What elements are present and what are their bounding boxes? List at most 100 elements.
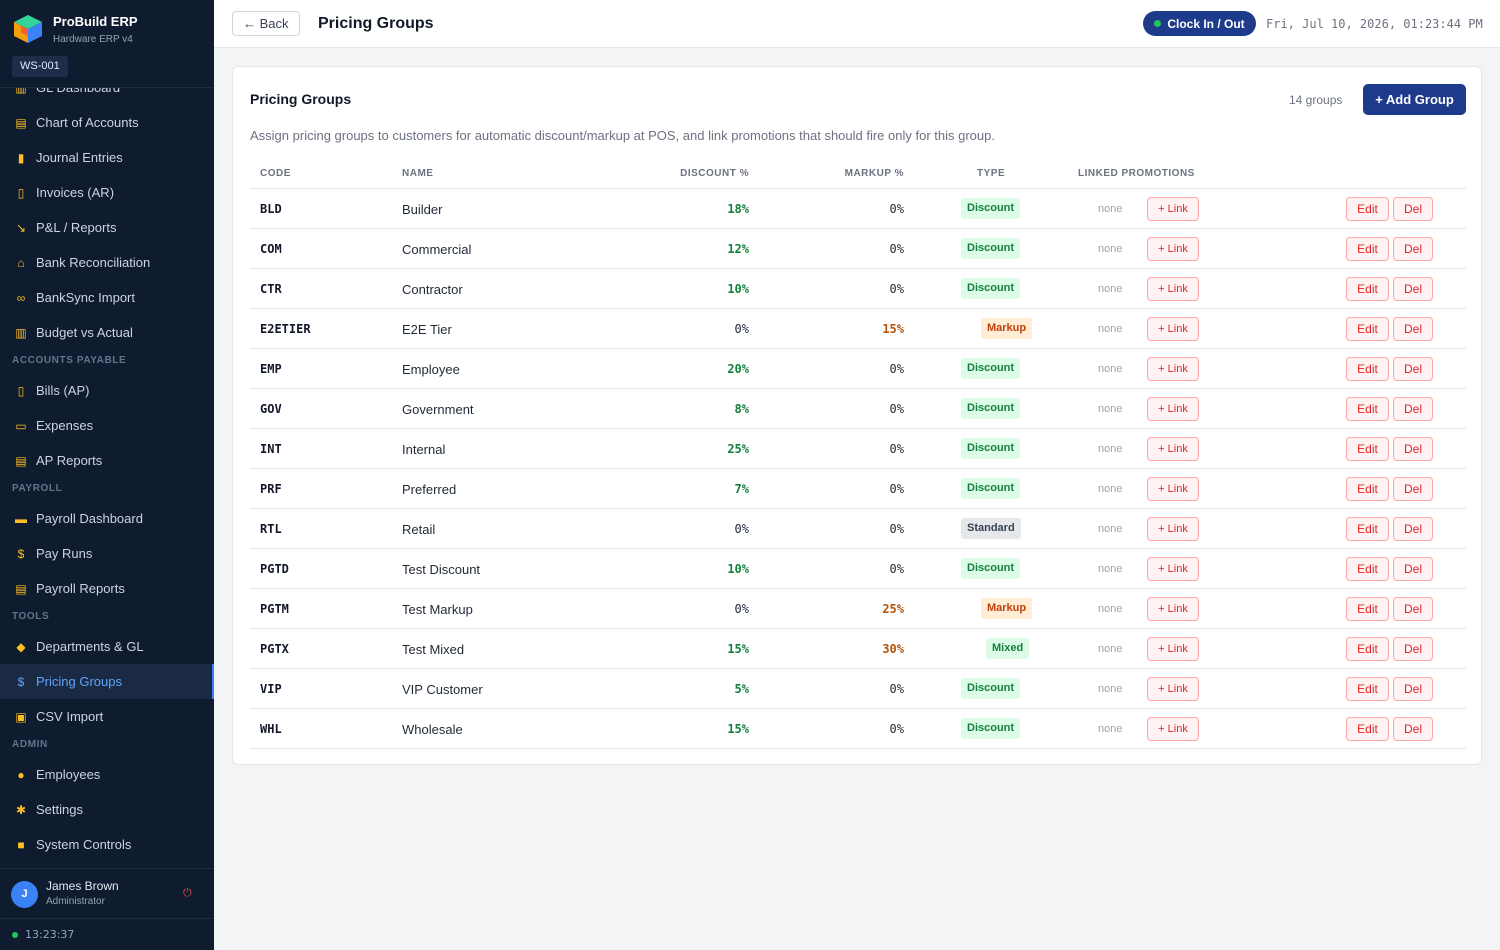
link-promotion-button[interactable]: + Link [1147, 397, 1199, 421]
sidebar-item-budget-vs-actual[interactable]: ▥ Budget vs Actual [0, 315, 214, 350]
edit-button[interactable]: Edit [1346, 557, 1389, 581]
discount-percent: 20% [727, 362, 749, 376]
sidebar-item-chart-of-accounts[interactable]: ▤ Chart of Accounts [0, 105, 214, 140]
clock-in-out-button[interactable]: Clock In / Out [1143, 11, 1256, 36]
sidebar-item-label: Departments & GL [36, 639, 144, 654]
link-promotion-button[interactable]: + Link [1147, 437, 1199, 461]
delete-button[interactable]: Del [1393, 197, 1433, 221]
markup-percent: 0% [889, 242, 904, 256]
delete-button[interactable]: Del [1393, 437, 1433, 461]
sidebar-item-pay-runs[interactable]: $ Pay Runs [0, 536, 214, 571]
add-group-button[interactable]: + Add Group [1363, 84, 1466, 115]
link-promotion-button[interactable]: + Link [1147, 277, 1199, 301]
column-header-type[interactable]: TYPE [977, 168, 1006, 179]
sidebar-item-expenses[interactable]: ▭ Expenses [0, 408, 214, 443]
sidebar-item-journal-entries[interactable]: ▮ Journal Entries [0, 140, 214, 175]
markup-percent: 30% [882, 642, 904, 656]
edit-button[interactable]: Edit [1346, 477, 1389, 501]
sidebar-item-invoices-ar[interactable]: ▯ Invoices (AR) [0, 175, 214, 210]
power-icon[interactable]: ⏻ [183, 887, 192, 899]
sidebar-item-gl-dashboard[interactable]: ▥ GL Dashboard [0, 88, 214, 105]
edit-button[interactable]: Edit [1346, 597, 1389, 621]
link-promotion-button[interactable]: + Link [1147, 637, 1199, 661]
delete-button[interactable]: Del [1393, 517, 1433, 541]
link-promotion-button[interactable]: + Link [1147, 317, 1199, 341]
page-title: Pricing Groups [318, 15, 434, 32]
edit-button[interactable]: Edit [1346, 317, 1389, 341]
sidebar-item-payroll-reports[interactable]: ▤ Payroll Reports [0, 571, 214, 606]
table-row: PGTX Test Mixed 15% 30% Mixed none + Link Edit D… [250, 629, 1466, 669]
link-promotion-button[interactable]: + Link [1147, 357, 1199, 381]
back-button[interactable]: ← Back [232, 11, 300, 36]
link-promotion-button[interactable]: + Link [1147, 477, 1199, 501]
sidebar-item-employees[interactable]: ● Employees [0, 757, 214, 792]
online-status-icon [12, 932, 18, 938]
group-name: Government [402, 402, 474, 417]
edit-button[interactable]: Edit [1346, 357, 1389, 381]
delete-button[interactable]: Del [1393, 277, 1433, 301]
sidebar-item-departments-gl[interactable]: ◆ Departments & GL [0, 629, 214, 664]
column-header-markup[interactable]: MARKUP % [844, 168, 904, 179]
delete-button[interactable]: Del [1393, 557, 1433, 581]
delete-button[interactable]: Del [1393, 597, 1433, 621]
link-promotion-button[interactable]: + Link [1147, 597, 1199, 621]
link-promotion-button[interactable]: + Link [1147, 197, 1199, 221]
edit-button[interactable]: Edit [1346, 197, 1389, 221]
delete-button[interactable]: Del [1393, 357, 1433, 381]
sidebar-item-system-controls[interactable]: ■ System Controls [0, 827, 214, 862]
group-name: E2E Tier [402, 322, 452, 337]
link-promotion-button[interactable]: + Link [1147, 557, 1199, 581]
edit-button[interactable]: Edit [1346, 637, 1389, 661]
type-badge: Discount [961, 278, 1021, 299]
nav-section-admin: ADMIN [12, 739, 48, 750]
column-header-discount[interactable]: DISCOUNT % [680, 168, 749, 179]
top-bar: ← Back Pricing Groups Clock In / Out Fri… [214, 0, 1500, 48]
table-header: CODE NAME DISCOUNT % MARKUP % TYPE LINKE… [250, 163, 1466, 189]
group-name: Retail [402, 522, 436, 537]
delete-button[interactable]: Del [1393, 477, 1433, 501]
delete-button[interactable]: Del [1393, 237, 1433, 261]
edit-button[interactable]: Edit [1346, 517, 1389, 541]
link-promotion-button[interactable]: + Link [1147, 677, 1199, 701]
group-name: Commercial [402, 242, 472, 257]
link-promotion-button[interactable]: + Link [1147, 517, 1199, 541]
delete-button[interactable]: Del [1393, 637, 1433, 661]
edit-button[interactable]: Edit [1346, 237, 1389, 261]
sidebar-item-settings[interactable]: ✱ Settings [0, 792, 214, 827]
delete-button[interactable]: Del [1393, 677, 1433, 701]
document-icon: ▯ [17, 383, 25, 398]
avatar[interactable]: J [11, 881, 38, 908]
type-badge: Markup [981, 598, 1033, 619]
edit-button[interactable]: Edit [1346, 277, 1389, 301]
sidebar-item-ap-reports[interactable]: ▤ AP Reports [0, 443, 214, 478]
delete-button[interactable]: Del [1393, 317, 1433, 341]
sidebar-item-label: GL Dashboard [36, 88, 120, 95]
edit-button[interactable]: Edit [1346, 397, 1389, 421]
table-row: WHL Wholesale 15% 0% Discount none + Link Edit D… [250, 709, 1466, 749]
sidebar-item-label: Bank Reconciliation [36, 255, 151, 270]
linked-promotions: none [1098, 323, 1123, 335]
delete-button[interactable]: Del [1393, 397, 1433, 421]
sidebar-item-bank-reconciliation[interactable]: ⌂ Bank Reconciliation [0, 245, 214, 280]
markup-percent: 0% [889, 562, 904, 576]
edit-button[interactable]: Edit [1346, 717, 1389, 741]
sidebar-item-csv-import[interactable]: ▣ CSV Import [0, 699, 214, 734]
sidebar-item-bills-ap[interactable]: ▯ Bills (AP) [0, 373, 214, 408]
delete-button[interactable]: Del [1393, 717, 1433, 741]
sidebar-item-banksync-import[interactable]: ∞ BankSync Import [0, 280, 214, 315]
column-header-promotions[interactable]: LINKED PROMOTIONS [1078, 168, 1195, 179]
edit-button[interactable]: Edit [1346, 437, 1389, 461]
column-header-code[interactable]: CODE [260, 168, 291, 179]
column-header-name[interactable]: NAME [402, 168, 434, 179]
sidebar-item-pricing-groups[interactable]: $ Pricing Groups [0, 664, 214, 699]
sidebar-item-payroll-dashboard[interactable]: ▬ Payroll Dashboard [0, 501, 214, 536]
type-badge: Discount [961, 558, 1021, 579]
group-name: Test Discount [402, 562, 481, 577]
sidebar-item-p-l-reports[interactable]: ↘ P&L / Reports [0, 210, 214, 245]
edit-button[interactable]: Edit [1346, 677, 1389, 701]
sidebar-item-label: Expenses [36, 418, 94, 433]
link-promotion-button[interactable]: + Link [1147, 717, 1199, 741]
user-icon: ● [17, 767, 25, 782]
link-promotion-button[interactable]: + Link [1147, 237, 1199, 261]
type-badge: Discount [961, 198, 1021, 219]
